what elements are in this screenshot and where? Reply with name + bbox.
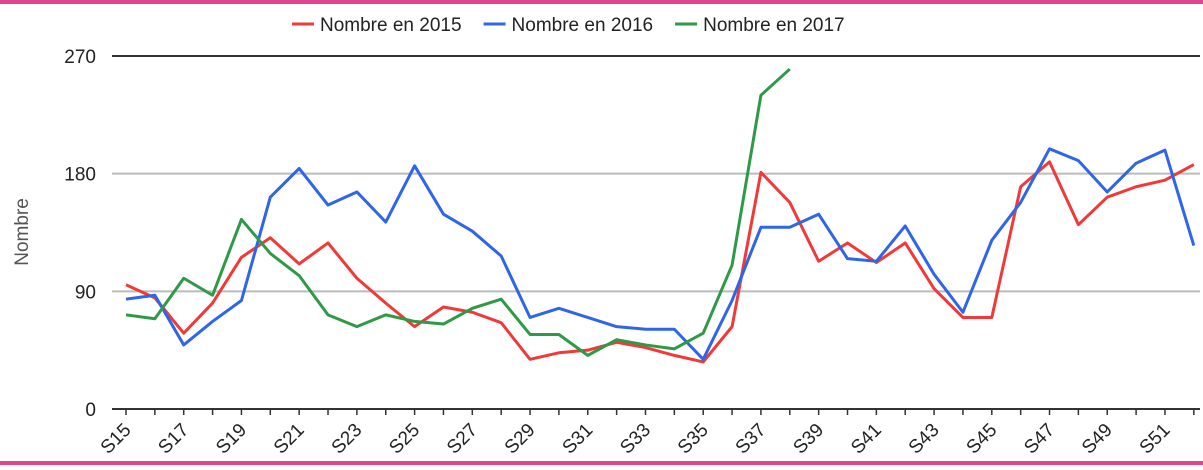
legend-label: Nombre en 2016 xyxy=(512,15,654,36)
x-tick-label: S47 xyxy=(1020,420,1059,459)
x-tick-label: S45 xyxy=(963,420,1002,459)
y-tick-label: 180 xyxy=(64,165,96,186)
x-tick-label: S39 xyxy=(789,420,828,459)
series-line xyxy=(125,67,791,357)
x-tick-label: S27 xyxy=(443,420,482,459)
y-tick-label: 90 xyxy=(75,282,96,303)
series-line xyxy=(125,160,1195,364)
x-tick-label: S35 xyxy=(674,420,713,459)
x-tick-label: S41 xyxy=(847,420,886,459)
series-line xyxy=(125,147,1196,361)
x-tick-label: S17 xyxy=(154,420,193,459)
y-tick-label: 270 xyxy=(64,47,96,68)
x-tick-label: S51 xyxy=(1136,420,1175,459)
x-tick-label: S25 xyxy=(385,420,424,459)
y-tick-label: 0 xyxy=(85,400,96,421)
y-axis-label: Nombre xyxy=(12,198,33,266)
x-tick-label: S15 xyxy=(97,420,136,459)
x-tick-label: S29 xyxy=(501,420,540,459)
x-tick-label: S43 xyxy=(905,420,944,459)
x-tick-label: S23 xyxy=(328,420,367,459)
x-tick-label: S37 xyxy=(732,420,771,459)
bottom-border xyxy=(0,461,1203,465)
x-tick-label: S33 xyxy=(616,420,655,459)
x-tick-label: S21 xyxy=(270,420,309,459)
legend-label: Nombre en 2017 xyxy=(703,15,845,36)
legend-label: Nombre en 2015 xyxy=(320,15,462,36)
top-border xyxy=(0,0,1203,4)
x-tick-label: S19 xyxy=(212,420,251,459)
x-tick-label: S31 xyxy=(559,420,598,459)
x-tick-label: S49 xyxy=(1078,420,1117,459)
